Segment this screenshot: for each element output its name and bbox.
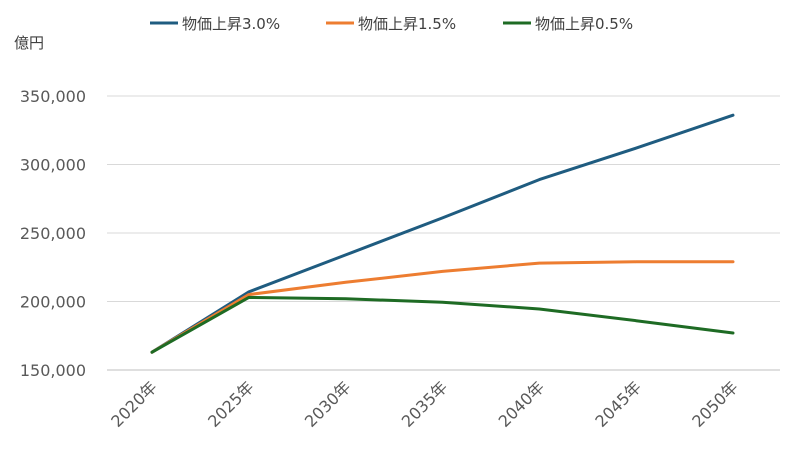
x-tick-label: 2020年 xyxy=(107,377,161,431)
x-tick-label: 2050年 xyxy=(688,377,742,431)
y-tick-label: 250,000 xyxy=(20,224,86,243)
x-tick-label: 2035年 xyxy=(398,377,452,431)
legend-label: 物価上昇0.5% xyxy=(535,15,633,33)
x-tick-label: 2030年 xyxy=(301,377,355,431)
series-line-1 xyxy=(150,113,735,354)
series-layer xyxy=(150,113,735,354)
axis-layer: 150,000 200,000 250,000 300,000 350,000 2020年… xyxy=(20,87,742,431)
y-tick-label: 350,000 xyxy=(20,87,86,106)
x-tick-label: 2025年 xyxy=(204,377,258,431)
series-line-2 xyxy=(150,260,735,354)
legend-label: 物価上昇3.0% xyxy=(182,15,280,33)
legend-label: 物価上昇1.5% xyxy=(358,15,456,33)
y-tick-label: 300,000 xyxy=(20,156,86,175)
x-tick-label: 2040年 xyxy=(495,377,549,431)
x-tick-label: 2045年 xyxy=(591,377,645,431)
legend: 物価上昇3.0% 物価上昇1.5% 物価上昇0.5% xyxy=(150,15,633,33)
y-axis-unit-label: 億円 xyxy=(14,34,44,52)
series-line-3 xyxy=(150,295,735,354)
grid-layer xyxy=(107,95,780,371)
y-tick-label: 200,000 xyxy=(20,293,86,312)
y-tick-label: 150,000 xyxy=(20,361,86,380)
